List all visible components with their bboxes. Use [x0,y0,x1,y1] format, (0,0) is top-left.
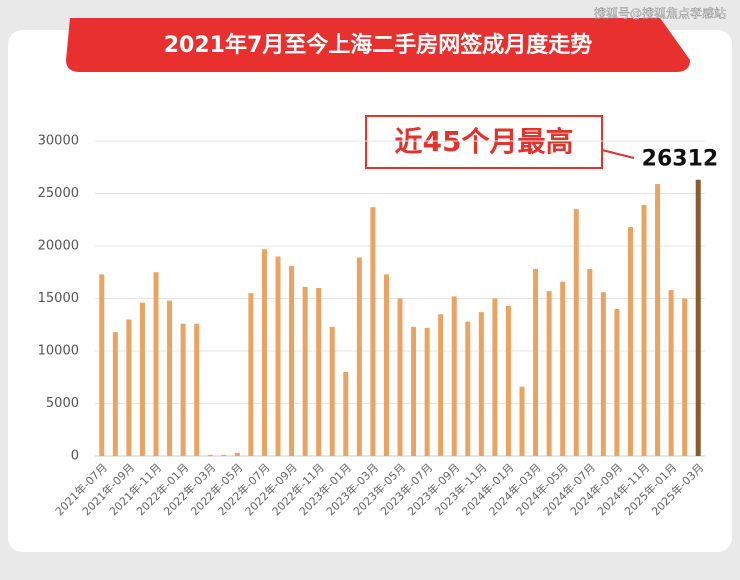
bar [533,269,539,456]
bar [99,274,105,456]
bar [519,386,525,456]
bar [695,179,701,456]
bar [370,207,376,456]
y-tick-label: 15000 [38,291,79,306]
bar [411,326,417,456]
y-tick-label: 10000 [38,344,79,359]
y-tick-label: 25000 [38,186,79,201]
bar [641,205,647,456]
bar [505,305,511,456]
bar [383,274,389,456]
bar [546,291,552,456]
watermark: 搜狐号@搜狐焦点孝感站 [594,6,726,21]
bar [221,454,227,456]
annotation-box [365,115,603,169]
bar [438,314,444,456]
y-tick-label: 30000 [38,134,79,149]
bar [451,296,457,456]
bar [492,298,498,456]
bar [478,312,484,456]
bar [424,327,430,456]
bar [139,302,145,456]
bar [600,292,606,456]
bar [343,372,349,456]
annotation-arrow [601,149,635,159]
bar [207,454,213,456]
bar [627,227,633,456]
bar [302,286,308,456]
bar [126,319,132,456]
y-tick-label: 0 [71,449,79,464]
bar [316,288,322,456]
bar [180,323,186,456]
y-tick-label: 5000 [46,396,79,411]
chart-title: 2021年7月至今上海二手房网签成月度走势 [164,32,593,58]
bar [356,257,362,456]
bar [682,298,688,456]
bar [329,326,335,456]
bar [275,256,281,456]
bar [614,309,620,456]
bar [587,269,593,456]
bar [655,184,661,457]
bar [112,332,118,456]
bar [289,265,295,456]
bar [397,298,403,456]
bar [234,452,240,456]
value-label: 26312 [642,147,719,172]
bar [465,321,471,456]
bar [153,272,159,456]
bar [194,323,200,456]
bar [668,290,674,456]
y-tick-label: 20000 [38,239,79,254]
title-banner [66,18,690,72]
bar [560,281,566,456]
bar [167,300,173,456]
bar [248,293,254,456]
bar [261,249,267,456]
bar [573,209,579,456]
